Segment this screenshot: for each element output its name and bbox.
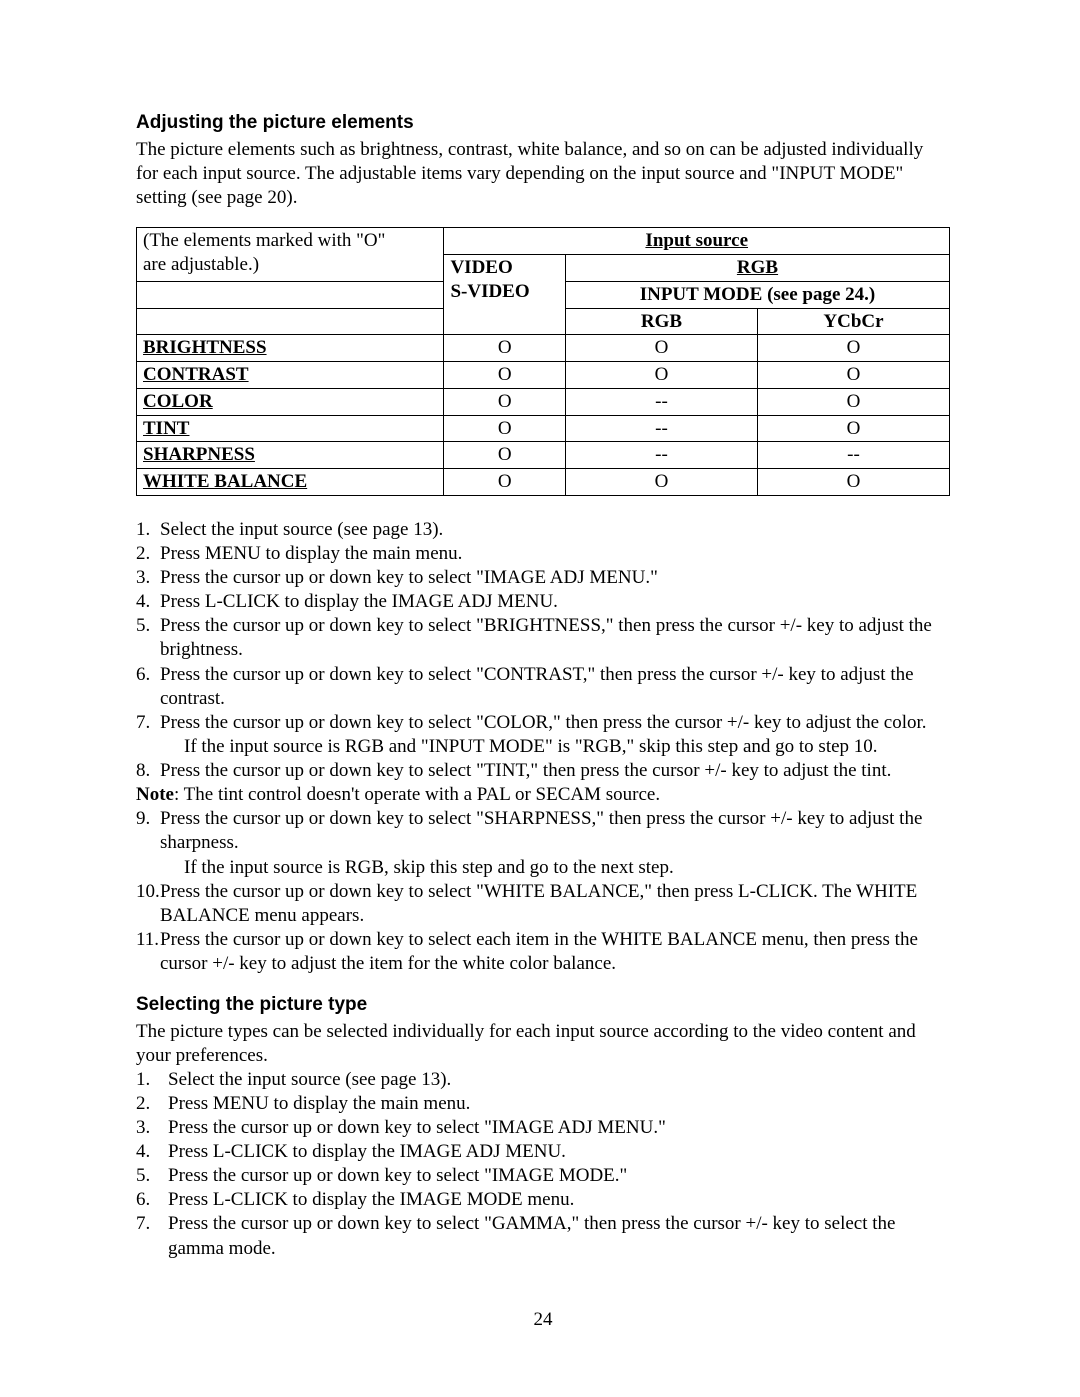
param-name: CONTRAST — [137, 362, 444, 389]
step-text: Select the input source (see page 13). — [168, 1069, 451, 1090]
note-text: : The tint control doesn't operate with … — [174, 784, 660, 805]
step-text: Press the cursor up or down key to selec… — [160, 929, 918, 974]
param-rgb: O — [565, 469, 757, 496]
step-item: Press the cursor up or down key to selec… — [136, 711, 950, 759]
rgb-col-header: RGB — [565, 255, 949, 282]
step-text: Press the cursor up or down key to selec… — [160, 712, 927, 733]
step-text: Press the cursor up or down key to selec… — [168, 1165, 627, 1186]
step-text: Select the input source (see page 13). — [160, 519, 443, 540]
step-item: Press the cursor up or down key to selec… — [136, 1164, 950, 1188]
step-text: Press MENU to display the main menu. — [160, 543, 462, 564]
step-item: Select the input source (see page 13). — [136, 1068, 950, 1092]
step-item: Press the cursor up or down key to selec… — [136, 807, 950, 879]
param-rgb: O — [565, 335, 757, 362]
table-note-line1: (The elements marked with "O" — [143, 230, 385, 251]
param-rgb: -- — [565, 415, 757, 442]
param-name: BRIGHTNESS — [137, 335, 444, 362]
step-subtext: If the input source is RGB, skip this st… — [160, 856, 950, 880]
section1-title: Adjusting the picture elements — [136, 112, 950, 134]
adjustable-elements-table: (The elements marked with "O" are adjust… — [136, 227, 950, 496]
step-item: Press the cursor up or down key to selec… — [136, 566, 950, 590]
step-item: Select the input source (see page 13). — [136, 518, 950, 542]
step-text: Press the cursor up or down key to selec… — [168, 1117, 666, 1138]
video-header-line1: VIDEO — [450, 257, 512, 278]
input-source-header: Input source — [444, 228, 950, 255]
step-item: Press MENU to display the main menu. — [136, 1092, 950, 1116]
param-rgb: O — [565, 362, 757, 389]
steps-list-1-cont: Press the cursor up or down key to selec… — [136, 807, 950, 976]
step-text: Press the cursor up or down key to selec… — [168, 1213, 895, 1258]
step-text: Press L-CLICK to display the IMAGE ADJ M… — [168, 1141, 566, 1162]
table-note-cell: (The elements marked with "O" are adjust… — [137, 228, 444, 282]
param-rgb: -- — [565, 388, 757, 415]
steps-list-1: Select the input source (see page 13). P… — [136, 518, 950, 783]
step-item: Press the cursor up or down key to selec… — [136, 614, 950, 662]
param-ycbcr: O — [757, 388, 949, 415]
param-ycbcr: -- — [757, 442, 949, 469]
step-text: Press the cursor up or down key to selec… — [160, 664, 914, 709]
param-name: COLOR — [137, 388, 444, 415]
table-row: COLOR O -- O — [137, 388, 950, 415]
param-name: TINT — [137, 415, 444, 442]
param-ycbcr: O — [757, 335, 949, 362]
param-name: WHITE BALANCE — [137, 469, 444, 496]
step-item: Press the cursor up or down key to selec… — [136, 928, 950, 976]
note-label: Note — [136, 784, 174, 805]
step-item: Press L-CLICK to display the IMAGE ADJ M… — [136, 590, 950, 614]
table-note-line2: are adjustable.) — [143, 254, 259, 275]
step-item: Press L-CLICK to display the IMAGE MODE … — [136, 1188, 950, 1212]
step-item: Press the cursor up or down key to selec… — [136, 880, 950, 928]
table-row: BRIGHTNESS O O O — [137, 335, 950, 362]
step-item: Press the cursor up or down key to selec… — [136, 1212, 950, 1260]
param-rgb: -- — [565, 442, 757, 469]
step-text: Press the cursor up or down key to selec… — [160, 760, 891, 781]
steps-list-2: Select the input source (see page 13). P… — [136, 1068, 950, 1261]
document-page: Adjusting the picture elements The pictu… — [0, 0, 1080, 1391]
table-row: WHITE BALANCE O O O — [137, 469, 950, 496]
note-line: Note: The tint control doesn't operate w… — [136, 783, 950, 807]
param-video: O — [444, 415, 566, 442]
table-row: CONTRAST O O O — [137, 362, 950, 389]
section2-title: Selecting the picture type — [136, 994, 950, 1016]
param-video: O — [444, 469, 566, 496]
param-ycbcr: O — [757, 469, 949, 496]
section2-intro: The picture types can be selected indivi… — [136, 1020, 950, 1068]
param-video: O — [444, 442, 566, 469]
param-video: O — [444, 388, 566, 415]
param-ycbcr: O — [757, 362, 949, 389]
video-col-header: VIDEO S-VIDEO — [444, 255, 566, 335]
page-number: 24 — [136, 1309, 950, 1331]
step-text: Press the cursor up or down key to selec… — [160, 615, 932, 660]
table-header-row-1: (The elements marked with "O" are adjust… — [137, 228, 950, 255]
sub-rgb-header: RGB — [565, 308, 757, 335]
param-ycbcr: O — [757, 415, 949, 442]
step-text: Press the cursor up or down key to selec… — [160, 881, 917, 926]
table-row: SHARPNESS O -- -- — [137, 442, 950, 469]
step-subtext: If the input source is RGB and "INPUT MO… — [160, 735, 950, 759]
video-header-line2: S-VIDEO — [450, 281, 529, 302]
step-text: Press L-CLICK to display the IMAGE MODE … — [168, 1189, 574, 1210]
step-item: Press MENU to display the main menu. — [136, 542, 950, 566]
step-text: Press MENU to display the main menu. — [168, 1093, 470, 1114]
param-video: O — [444, 362, 566, 389]
param-name: SHARPNESS — [137, 442, 444, 469]
step-text: Press L-CLICK to display the IMAGE ADJ M… — [160, 591, 558, 612]
table-row: TINT O -- O — [137, 415, 950, 442]
input-mode-header: INPUT MODE (see page 24.) — [565, 281, 949, 308]
section1-intro: The picture elements such as brightness,… — [136, 138, 950, 209]
step-item: Press L-CLICK to display the IMAGE ADJ M… — [136, 1140, 950, 1164]
param-video: O — [444, 335, 566, 362]
empty-left-cell-2 — [137, 308, 444, 335]
step-item: Press the cursor up or down key to selec… — [136, 1116, 950, 1140]
step-text: Press the cursor up or down key to selec… — [160, 808, 922, 853]
sub-ycbcr-header: YCbCr — [757, 308, 949, 335]
empty-left-cell — [137, 281, 444, 308]
step-text: Press the cursor up or down key to selec… — [160, 567, 658, 588]
step-item: Press the cursor up or down key to selec… — [136, 759, 950, 783]
step-item: Press the cursor up or down key to selec… — [136, 663, 950, 711]
